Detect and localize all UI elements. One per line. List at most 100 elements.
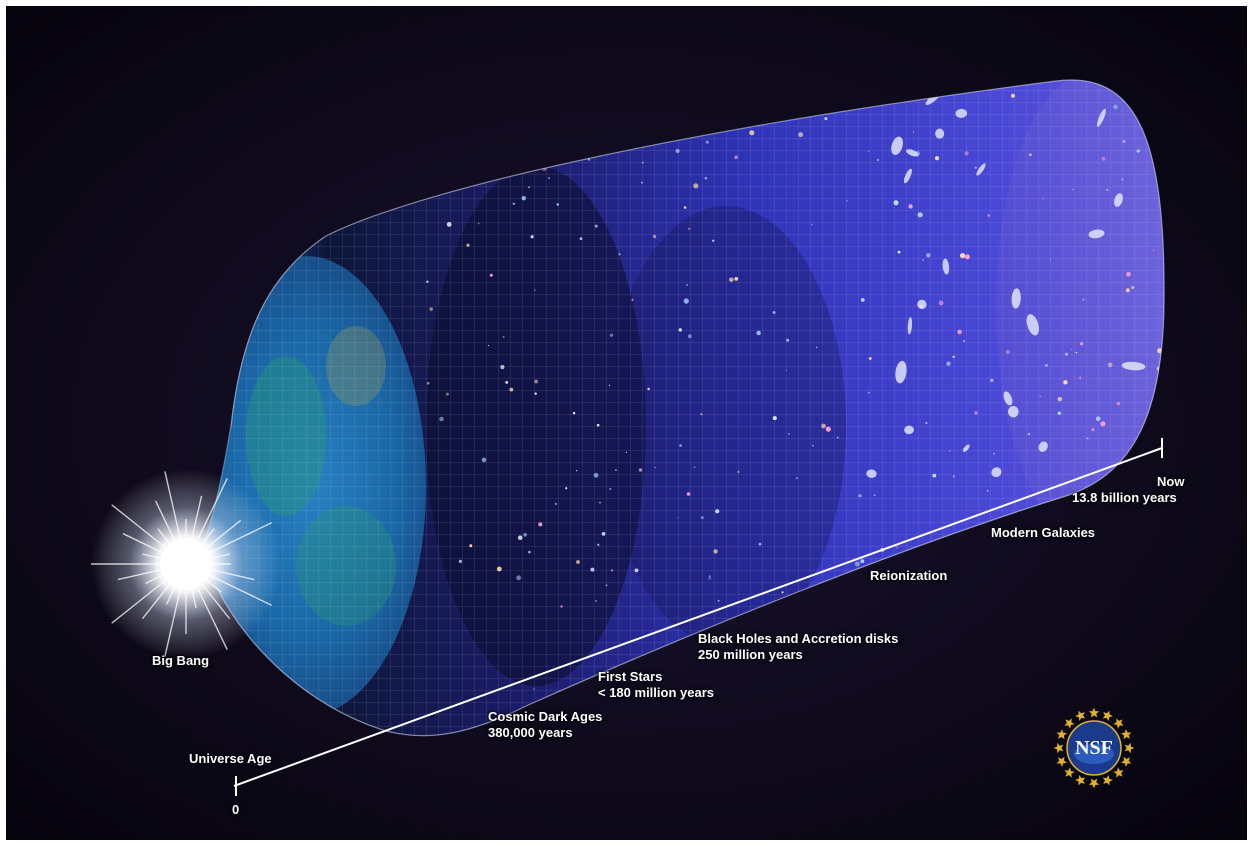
- star: [756, 330, 761, 336]
- star: [654, 466, 656, 469]
- star: [534, 289, 536, 291]
- star: [523, 533, 527, 537]
- galaxy: [1011, 288, 1021, 309]
- black-holes-time: 250 million years: [698, 647, 803, 662]
- star: [509, 387, 514, 392]
- star: [1075, 351, 1078, 354]
- star: [679, 444, 682, 447]
- star: [496, 566, 502, 572]
- star: [530, 235, 534, 239]
- star: [609, 333, 614, 337]
- star: [700, 516, 704, 520]
- star: [949, 450, 951, 452]
- star: [708, 577, 711, 580]
- nsf-star: [1102, 775, 1113, 786]
- star: [824, 117, 828, 121]
- cylinder-body: [201, 80, 1165, 736]
- star: [1079, 376, 1082, 379]
- nsf-star: [1075, 710, 1086, 721]
- nsf-star: [1121, 729, 1132, 740]
- star: [1101, 156, 1106, 161]
- label-zero: 0: [232, 802, 240, 817]
- galaxy: [906, 149, 919, 157]
- star: [596, 423, 600, 427]
- nsf-star: [1088, 778, 1100, 789]
- label-universe-age: Universe Age: [189, 751, 272, 766]
- star: [1044, 364, 1048, 367]
- star: [446, 222, 452, 227]
- star: [963, 340, 966, 343]
- star: [429, 307, 434, 311]
- star: [868, 391, 870, 394]
- star: [608, 384, 611, 387]
- star: [952, 475, 955, 478]
- star: [986, 489, 989, 492]
- nsf-star: [1088, 707, 1100, 718]
- star: [946, 361, 951, 366]
- star: [1153, 249, 1155, 251]
- star: [688, 227, 691, 230]
- now-title: Now: [1157, 474, 1185, 489]
- galaxy: [866, 469, 877, 478]
- star: [517, 535, 523, 540]
- galaxy: [895, 360, 907, 384]
- star: [534, 392, 537, 395]
- cosmic-dark-ages-title: Cosmic Dark Ages: [488, 709, 603, 724]
- star: [625, 451, 628, 453]
- star: [1010, 93, 1016, 98]
- star: [576, 560, 580, 564]
- star: [1005, 349, 1010, 354]
- universe-cylinder-scene: [6, 6, 1247, 840]
- star: [704, 176, 708, 180]
- star: [500, 365, 505, 370]
- first-stars-time: < 180 million years: [598, 685, 714, 700]
- star: [1039, 395, 1042, 398]
- star: [957, 329, 962, 335]
- star: [675, 149, 680, 153]
- star: [521, 196, 526, 201]
- black-holes-title: Black Holes and Accretion disks: [698, 631, 899, 646]
- star: [749, 130, 755, 136]
- star: [1057, 411, 1061, 415]
- star: [647, 387, 650, 391]
- star: [1100, 421, 1106, 427]
- star: [1095, 416, 1101, 422]
- star: [705, 140, 709, 144]
- star: [686, 492, 691, 496]
- star: [708, 575, 711, 578]
- star: [575, 469, 578, 472]
- nsf-star: [1102, 710, 1113, 721]
- star: [952, 355, 955, 358]
- galaxy: [962, 444, 970, 452]
- star: [1136, 149, 1140, 153]
- star: [505, 381, 509, 384]
- galaxy: [891, 136, 903, 156]
- galaxy: [976, 163, 986, 176]
- star: [579, 237, 583, 241]
- star: [934, 156, 940, 161]
- star: [734, 155, 738, 160]
- galaxy: [1096, 108, 1106, 127]
- star: [990, 378, 994, 382]
- label-reionization: Reionization: [870, 568, 948, 583]
- universe-timeline-illustration: Big Bang Universe Age 0 Cosmic Dark Ages…: [6, 6, 1247, 840]
- star: [1082, 298, 1085, 301]
- star: [618, 253, 621, 256]
- star: [1116, 401, 1121, 406]
- star: [610, 569, 614, 572]
- galaxy: [1121, 361, 1146, 371]
- star: [715, 509, 720, 514]
- nsf-star: [1113, 718, 1124, 729]
- star: [860, 298, 865, 302]
- nsf-star: [1056, 729, 1067, 740]
- star: [590, 567, 595, 572]
- star: [868, 357, 872, 360]
- star: [912, 131, 915, 133]
- cylinder-outline: [200, 79, 1165, 737]
- nsf-logo: NSF: [1053, 707, 1135, 789]
- star: [837, 436, 839, 439]
- star: [458, 559, 462, 564]
- star: [477, 222, 480, 225]
- star: [1122, 140, 1126, 143]
- star: [896, 546, 898, 549]
